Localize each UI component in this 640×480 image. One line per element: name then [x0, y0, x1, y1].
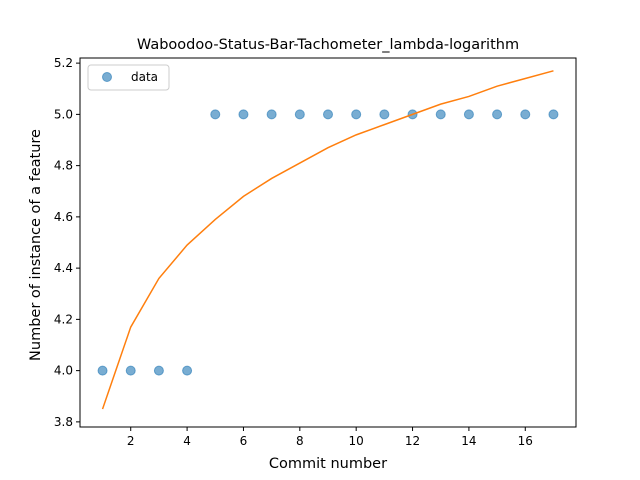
data-point — [294, 109, 305, 120]
y-tick-label: 4.6 — [54, 210, 73, 224]
data-point — [548, 109, 559, 120]
y-axis-label: Number of instance of a feature — [28, 129, 44, 361]
legend-box — [87, 64, 170, 91]
data-point — [520, 109, 531, 120]
data-point — [238, 109, 249, 120]
x-tick-label: 8 — [296, 434, 304, 448]
legend-label: data — [131, 70, 158, 84]
fit-line — [101, 70, 554, 410]
y-tick-label: 4.4 — [54, 261, 73, 275]
x-tick-label: 4 — [183, 434, 191, 448]
x-tick-label: 6 — [240, 434, 248, 448]
data-point — [351, 109, 362, 120]
x-axis: 2 4 6 8 10 12 14 16 — [127, 427, 533, 448]
x-tick-label: 16 — [518, 434, 533, 448]
legend-marker — [102, 72, 112, 82]
data-point — [182, 365, 193, 376]
x-tick-label: 10 — [349, 434, 364, 448]
chart-title: Waboodoo-Status-Bar-Tachometer_lambda-lo… — [137, 37, 519, 53]
series-layer — [97, 70, 559, 410]
plot-area — [79, 57, 577, 428]
y-tick-label: 4.2 — [54, 312, 73, 326]
y-tick-label: 5.0 — [54, 107, 73, 121]
x-tick-label: 2 — [127, 434, 135, 448]
legend: data — [87, 64, 170, 91]
data-point — [435, 109, 446, 120]
y-tick-label: 3.8 — [54, 415, 73, 429]
plot-frame — [79, 57, 577, 428]
y-axis: 3.8 4.0 4.2 4.4 4.6 4.8 5.0 5.2 — [54, 56, 80, 429]
data-point — [153, 365, 164, 376]
x-tick-label: 12 — [405, 434, 420, 448]
data-point — [125, 365, 136, 376]
data-point — [492, 109, 503, 120]
y-tick-label: 4.8 — [54, 159, 73, 173]
x-axis-label: Commit number — [269, 456, 387, 472]
data-point — [210, 109, 221, 120]
data-point — [97, 365, 108, 376]
data-point — [379, 109, 390, 120]
data-point — [463, 109, 474, 120]
y-tick-label: 5.2 — [54, 56, 73, 70]
data-point — [266, 109, 277, 120]
y-tick-label: 4.0 — [54, 364, 73, 378]
x-tick-label: 14 — [461, 434, 476, 448]
data-point — [323, 109, 333, 120]
